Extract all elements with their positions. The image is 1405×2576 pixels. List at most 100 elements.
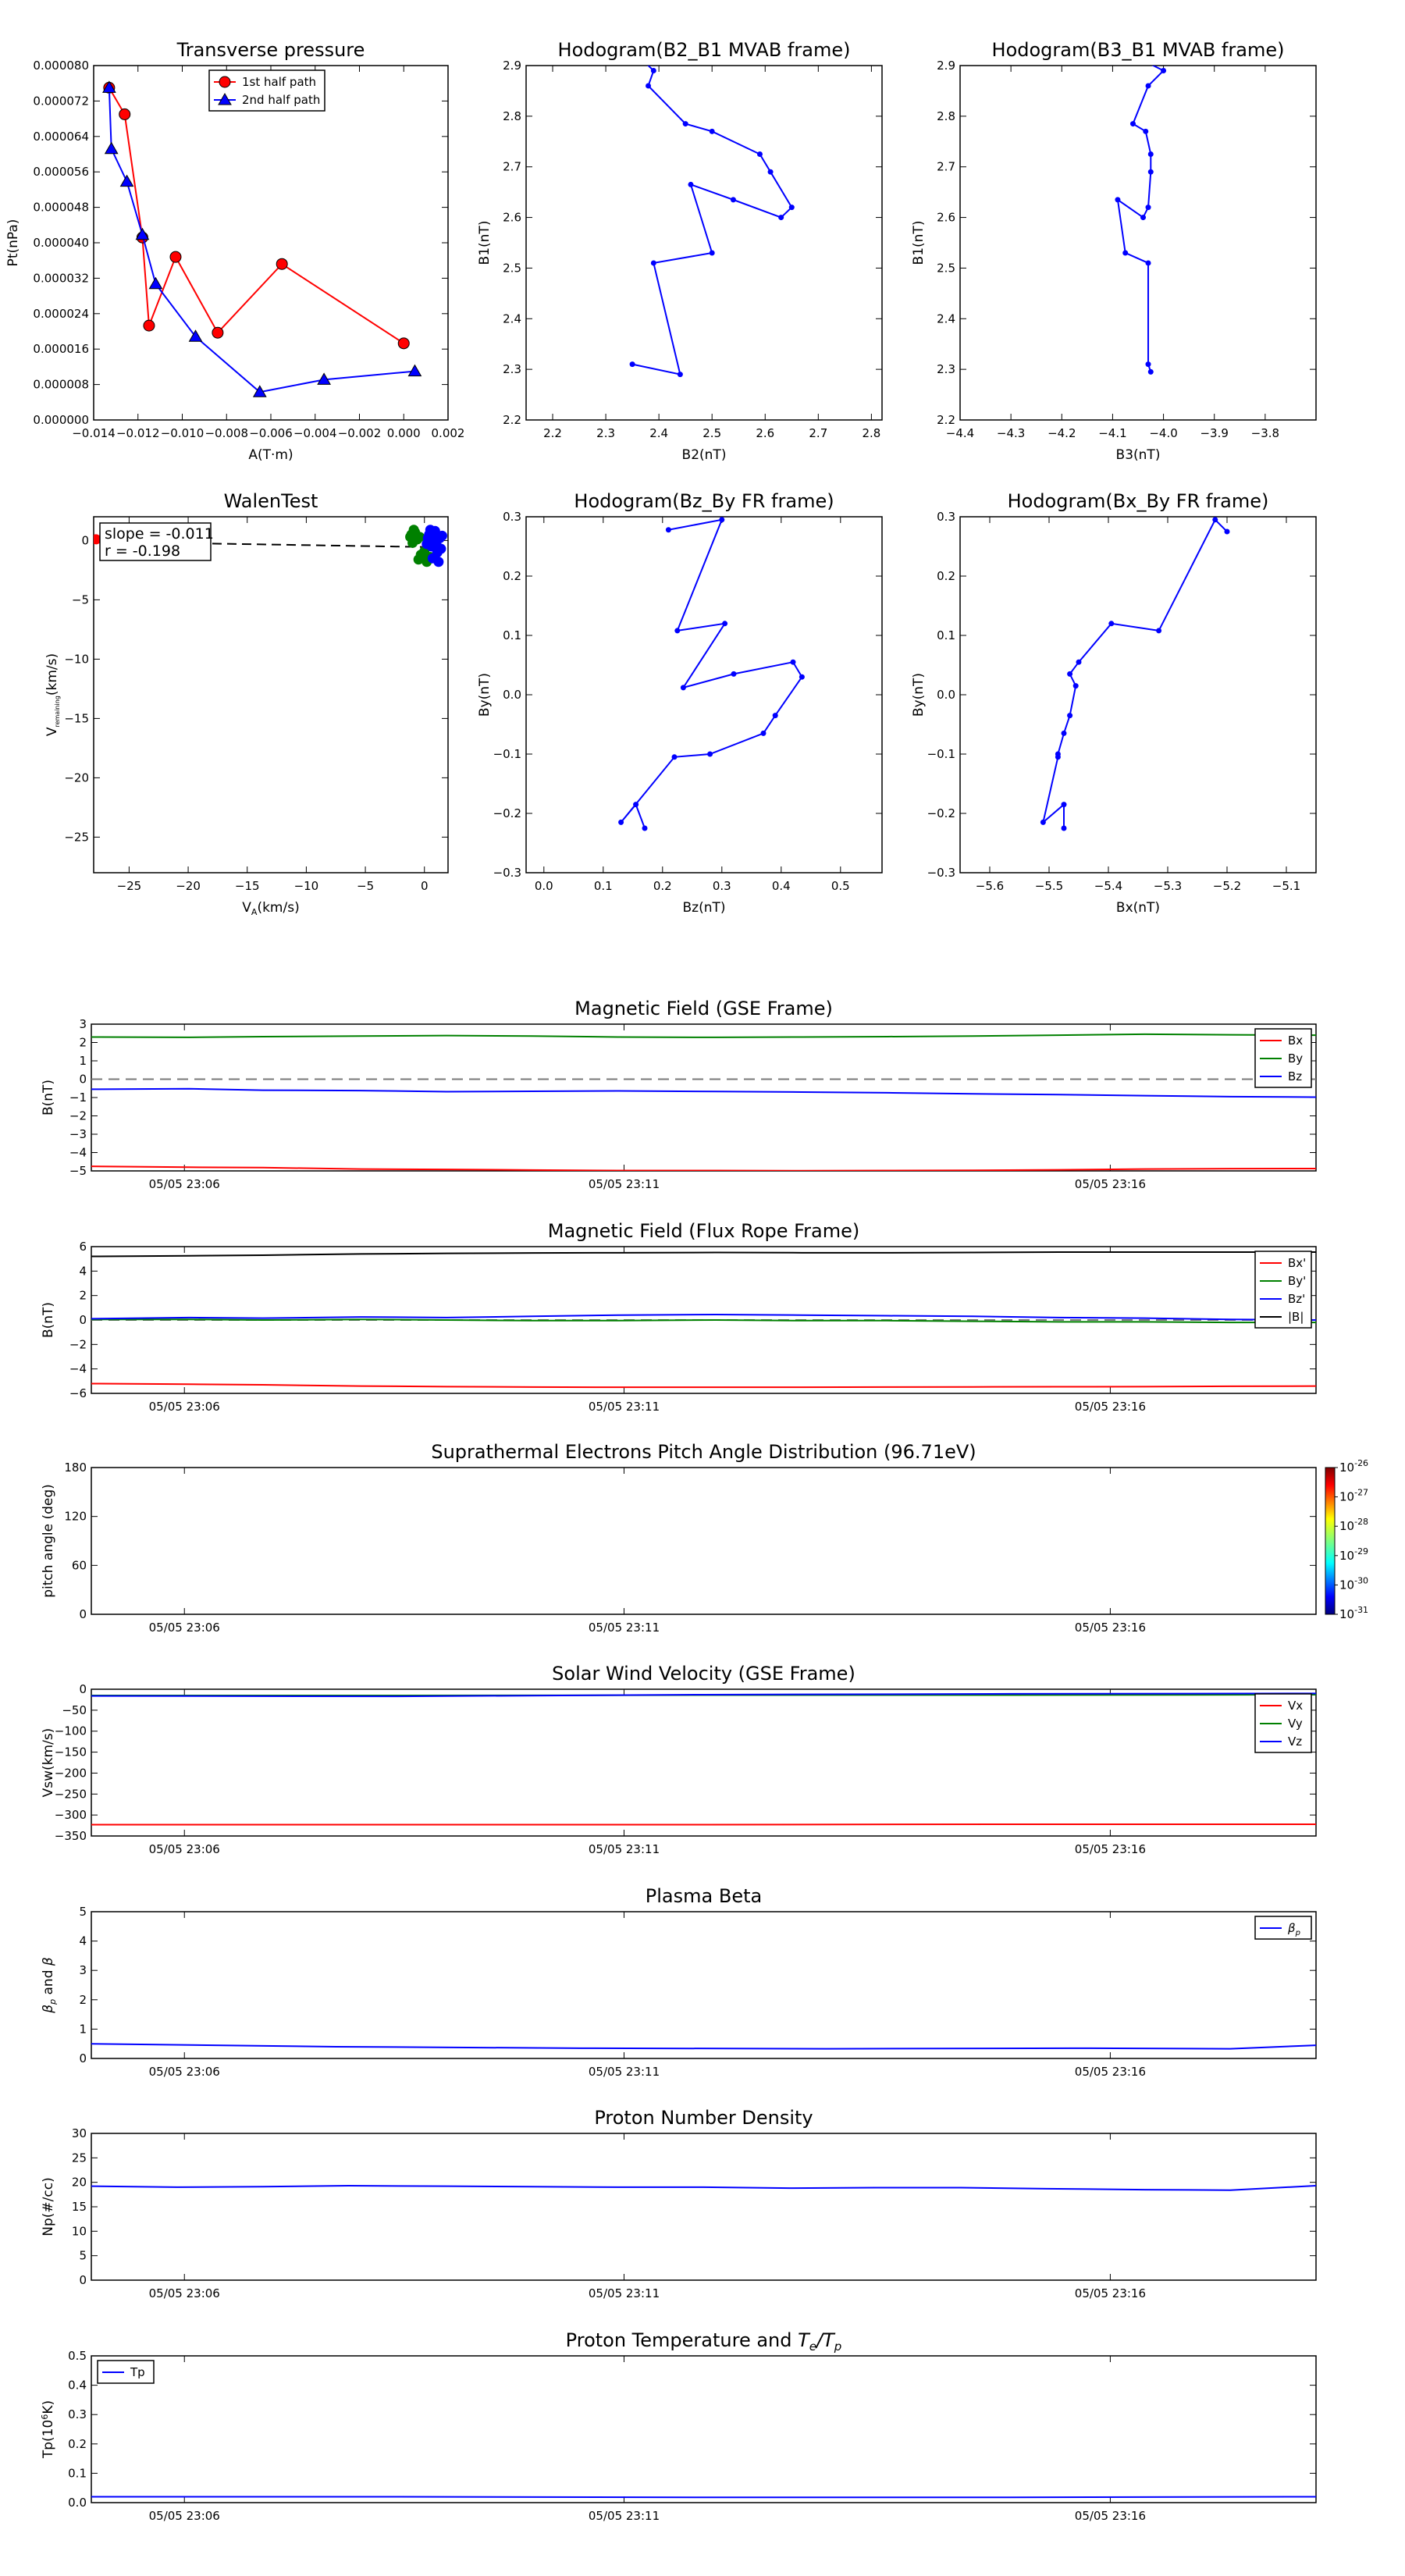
y-tick-label: −15 bbox=[64, 711, 89, 725]
x-axis-label: B2(nT) bbox=[682, 447, 727, 463]
y-tick-label: 0.000056 bbox=[33, 165, 89, 179]
y-tick-label: 0 bbox=[79, 1313, 87, 1327]
y-tick-label: −200 bbox=[55, 1766, 87, 1780]
data-point bbox=[778, 215, 784, 221]
y-tick-label: 15 bbox=[72, 2200, 87, 2214]
colorbar-tick-exponent: -28 bbox=[1354, 1517, 1368, 1527]
y-tick-label: 5 bbox=[79, 1905, 87, 1919]
time-tick-label: 05/05 23:16 bbox=[1075, 1621, 1146, 1635]
data-point bbox=[1108, 621, 1115, 627]
fit-line bbox=[94, 540, 425, 548]
legend: Bx' By' Bz' |B| bbox=[1254, 1251, 1312, 1329]
data-point bbox=[790, 659, 796, 665]
legend-label: Vx bbox=[1288, 1699, 1303, 1713]
y-tick-label: 0.1 bbox=[937, 628, 955, 642]
y-tick-label: 0.0 bbox=[68, 2496, 87, 2510]
y-tick-label: 0.3 bbox=[503, 510, 521, 524]
time-tick-label: 05/05 23:11 bbox=[589, 1400, 660, 1414]
panel-walen: WalenTest −25 −20 −15 −10 −5 0 −25 −20 −15 −10 −5 0 V… bbox=[44, 490, 449, 917]
data-point bbox=[1145, 260, 1151, 266]
y-tick-label: 0.000072 bbox=[33, 94, 89, 108]
chart-title: WalenTest bbox=[224, 490, 318, 512]
x-tick-label: 2.4 bbox=[649, 426, 668, 440]
time-tick-label: 05/05 23:11 bbox=[589, 1842, 660, 1856]
colorbar-tick-label: 10-28 bbox=[1339, 1517, 1368, 1533]
data-point bbox=[1145, 205, 1151, 211]
y-tick-label: −4 bbox=[69, 1146, 87, 1160]
data-point bbox=[212, 326, 224, 339]
y-tick-label: −5 bbox=[72, 592, 89, 607]
time-tick-label: 05/05 23:06 bbox=[149, 2065, 220, 2079]
y-tick-label: 0.000064 bbox=[33, 130, 89, 144]
x-tick-label: −4.3 bbox=[997, 426, 1025, 440]
y-tick-label: −0.1 bbox=[927, 747, 955, 761]
x-tick-label: −4.2 bbox=[1048, 426, 1076, 440]
y-axis-label: By(nT) bbox=[911, 673, 927, 717]
slope-text: slope = -0.011 bbox=[105, 525, 214, 543]
plot-frame bbox=[525, 516, 883, 873]
data-point bbox=[436, 543, 446, 554]
y-tick-label: 2.2 bbox=[937, 413, 955, 427]
colorbar-tick-base: 10 bbox=[1339, 1519, 1354, 1533]
y-tick-label: −2 bbox=[69, 1109, 87, 1123]
data-point bbox=[722, 621, 728, 627]
panel-h31: Hodogram(B3_B1 MVAB frame) 2.2 2.3 2.4 2.5 2.… bbox=[911, 39, 1317, 463]
y-tick-label: 0.000032 bbox=[33, 271, 89, 285]
plot-frame bbox=[91, 1688, 1317, 1837]
y-tick-label: 3 bbox=[79, 1017, 87, 1031]
time-tick-label: 05/05 23:06 bbox=[149, 2286, 220, 2300]
y-tick-label: 0.4 bbox=[68, 2379, 87, 2393]
x-tick-label: −3.9 bbox=[1200, 426, 1228, 440]
data-point bbox=[169, 251, 182, 263]
x-tick-label: −4.0 bbox=[1149, 426, 1177, 440]
x-tick-label: 2.2 bbox=[543, 426, 562, 440]
annotation-frame bbox=[99, 522, 212, 561]
y-tick-label: 30 bbox=[72, 2126, 87, 2140]
data-point bbox=[760, 730, 767, 736]
data-point bbox=[799, 674, 805, 680]
x-tick-label: −5 bbox=[357, 879, 374, 893]
y-tick-label: 4 bbox=[79, 1934, 87, 1948]
data-point bbox=[1061, 802, 1067, 808]
data-layer bbox=[1040, 517, 1230, 831]
y-tick-label: 0.2 bbox=[68, 2437, 87, 2451]
series-line-0 bbox=[631, 66, 793, 375]
chart-title: Magnetic Field (GSE Frame) bbox=[574, 998, 833, 1019]
y-tick-label: 2.5 bbox=[503, 261, 521, 275]
data-point bbox=[1061, 730, 1067, 736]
data-point bbox=[709, 250, 715, 256]
colorbar-tick-label: 10-26 bbox=[1339, 1458, 1368, 1475]
data-point bbox=[422, 532, 433, 543]
y-tick-label: −100 bbox=[55, 1724, 87, 1738]
x-tick-label: −0.012 bbox=[116, 426, 160, 440]
y-axis-label: Pt(nPa) bbox=[5, 219, 21, 267]
x-tick-label: 0.4 bbox=[772, 879, 791, 893]
y-tick-label: −50 bbox=[62, 1703, 87, 1717]
time-tick-label: 05/05 23:06 bbox=[149, 1621, 220, 1635]
y-axis-label: Tp(106K) bbox=[40, 2400, 56, 2459]
colorbar-tick-label: 10-30 bbox=[1339, 1575, 1368, 1592]
plot-frame bbox=[93, 516, 449, 873]
y-axis-label: B1(nT) bbox=[477, 221, 493, 265]
panel-bfr: Magnetic Field (Flux Rope Frame) −6 −4 −2 0 2… bbox=[41, 1220, 1317, 1414]
x-tick-label: −5.3 bbox=[1154, 879, 1182, 893]
time-tick-label: 05/05 23:11 bbox=[589, 2509, 660, 2523]
data-point bbox=[1067, 671, 1073, 677]
data-point bbox=[680, 685, 686, 691]
data-point bbox=[1122, 250, 1129, 256]
y-tick-label: 2.4 bbox=[503, 311, 521, 326]
plot-frame bbox=[91, 2355, 1317, 2503]
series-line-Bx bbox=[91, 1165, 1316, 1171]
y-tick-label: 180 bbox=[64, 1461, 87, 1475]
colorbar-tick-exponent: -26 bbox=[1354, 1458, 1368, 1468]
legend: βp bbox=[1254, 1916, 1312, 1940]
data-layer bbox=[91, 2043, 1316, 2050]
x-tick-label: 2.3 bbox=[596, 426, 615, 440]
legend-label: βp bbox=[1287, 1921, 1300, 1937]
y-axis-label: B1(nT) bbox=[911, 221, 927, 265]
data-point bbox=[674, 628, 681, 634]
data-point bbox=[756, 151, 763, 157]
data-layer bbox=[91, 2496, 1316, 2499]
y-tick-label: 0 bbox=[79, 1682, 87, 1696]
